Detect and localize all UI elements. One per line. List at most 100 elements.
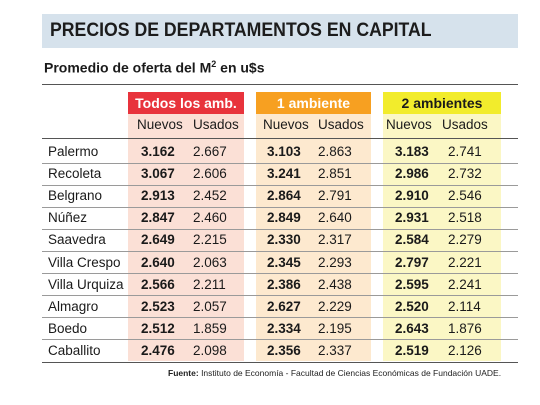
price-nuevos-cell: 2.931 — [395, 210, 429, 226]
price-usados-cell: 2.211 — [193, 276, 226, 292]
price-usados-cell: 2.229 — [318, 298, 352, 314]
column-header-usados: Usados — [442, 117, 488, 132]
price-nuevos-cell: 2.627 — [267, 298, 301, 314]
price-nuevos-cell: 2.643 — [395, 320, 429, 336]
subtitle-text: Promedio de oferta del M — [44, 59, 212, 76]
price-usados-cell: 1.859 — [193, 320, 227, 336]
price-nuevos-cell: 2.523 — [141, 298, 175, 314]
price-usados-cell: 2.606 — [193, 166, 227, 182]
price-usados-cell: 2.337 — [318, 342, 352, 358]
row-divider — [42, 228, 518, 230]
barrio-name: Belgrano — [48, 188, 103, 204]
price-nuevos-cell: 2.864 — [267, 188, 301, 204]
group-header-1-ambiente: 1 ambiente — [256, 92, 371, 114]
price-nuevos-cell: 2.640 — [141, 254, 175, 270]
price-nuevos-cell: 2.986 — [395, 166, 429, 182]
price-usados-cell: 2.452 — [193, 188, 227, 204]
price-usados-cell: 2.215 — [193, 232, 227, 248]
price-nuevos-cell: 2.476 — [141, 342, 175, 358]
price-nuevos-cell: 2.345 — [267, 254, 301, 270]
price-usados-cell: 2.518 — [448, 210, 482, 226]
bottom-rule — [42, 362, 518, 363]
column-header-nuevos: Nuevos — [137, 117, 183, 132]
subtitle: Promedio de oferta del M2 en u$s — [44, 59, 265, 76]
price-nuevos-cell: 2.910 — [395, 188, 429, 204]
barrio-name: Boedo — [48, 320, 88, 336]
price-nuevos-cell: 2.334 — [267, 320, 301, 336]
row-divider — [42, 206, 518, 208]
price-usados-cell: 2.279 — [448, 232, 482, 248]
barrio-name: Núñez — [48, 210, 88, 226]
column-header-usados: Usados — [193, 117, 239, 132]
source-note: Fuente: Instituto de Economía - Facultad… — [168, 368, 501, 378]
price-usados-cell: 2.460 — [193, 210, 227, 226]
subtitle-superscript: 2 — [211, 59, 217, 69]
price-usados-cell: 2.640 — [318, 210, 352, 226]
all-units-column-background — [128, 92, 244, 361]
price-usados-cell: 2.098 — [193, 342, 227, 358]
price-nuevos-cell: 2.520 — [395, 298, 429, 314]
price-usados-cell: 2.438 — [318, 276, 352, 292]
column-header-nuevos: Nuevos — [263, 117, 309, 132]
barrio-name: Villa Urquiza — [48, 276, 124, 292]
price-usados-cell: 2.741 — [448, 144, 482, 159]
price-nuevos-cell: 3.183 — [395, 144, 429, 159]
group-header-todos: Todos los amb. — [128, 92, 244, 114]
price-nuevos-cell: 2.519 — [395, 342, 429, 358]
page-title: PRECIOS DE DEPARTAMENTOS EN CAPITAL — [50, 20, 432, 41]
price-usados-cell: 2.221 — [448, 254, 482, 270]
price-nuevos-cell: 2.649 — [141, 232, 175, 248]
price-usados-cell: 2.851 — [318, 166, 352, 182]
barrio-name: Villa Crespo — [48, 254, 121, 270]
barrio-name: Caballito — [48, 342, 101, 358]
price-usados-cell: 2.114 — [448, 298, 481, 314]
header-rule — [42, 138, 518, 139]
row-divider — [42, 184, 518, 186]
price-nuevos-cell: 2.566 — [141, 276, 175, 292]
row-divider — [42, 295, 518, 297]
price-nuevos-cell: 2.356 — [267, 342, 301, 358]
price-nuevos-cell: 2.386 — [267, 276, 301, 292]
subtitle-suffix: en u$s — [216, 59, 265, 76]
barrio-name: Saavedra — [48, 232, 106, 248]
price-usados-cell: 2.241 — [448, 276, 482, 292]
two-room-column-background — [383, 92, 501, 361]
column-header-usados: Usados — [318, 117, 364, 132]
barrio-name: Palermo — [48, 144, 99, 159]
price-usados-cell: 2.667 — [193, 144, 227, 159]
price-nuevos-cell: 2.595 — [395, 276, 429, 292]
source-text: Instituto de Economía - Facultad de Cien… — [198, 368, 502, 378]
row-divider — [42, 339, 518, 341]
price-nuevos-cell: 2.797 — [395, 254, 429, 270]
price-nuevos-cell: 2.330 — [267, 232, 301, 248]
price-usados-cell: 1.876 — [448, 320, 482, 336]
price-nuevos-cell: 3.241 — [267, 166, 301, 182]
price-usados-cell: 2.546 — [448, 188, 482, 204]
price-nuevos-cell: 3.067 — [141, 166, 175, 182]
price-nuevos-cell: 3.103 — [267, 144, 301, 159]
row-divider — [42, 317, 518, 319]
barrio-name: Recoleta — [48, 166, 102, 182]
price-nuevos-cell: 2.849 — [267, 210, 301, 226]
price-nuevos-cell: 2.584 — [395, 232, 429, 248]
price-usados-cell: 2.126 — [448, 342, 482, 358]
top-rule — [42, 84, 518, 85]
title-bar: PRECIOS DE DEPARTAMENTOS EN CAPITAL — [42, 14, 518, 48]
barrio-name: Almagro — [48, 298, 99, 314]
group-header-2-ambientes: 2 ambientes — [383, 92, 501, 114]
column-header-nuevos: Nuevos — [386, 117, 432, 132]
price-usados-cell: 2.317 — [318, 232, 352, 248]
price-usados-cell: 2.063 — [193, 254, 227, 270]
row-divider — [42, 162, 518, 164]
one-room-column-background — [256, 92, 371, 361]
source-label: Fuente: — [168, 368, 199, 378]
price-usados-cell: 2.732 — [448, 166, 482, 182]
row-divider — [42, 273, 518, 275]
price-nuevos-cell: 3.162 — [141, 144, 175, 159]
price-usados-cell: 2.195 — [318, 320, 352, 336]
price-nuevos-cell: 2.512 — [141, 320, 175, 336]
row-divider — [42, 251, 518, 252]
price-nuevos-cell: 2.847 — [141, 210, 175, 226]
price-usados-cell: 2.791 — [318, 188, 352, 204]
